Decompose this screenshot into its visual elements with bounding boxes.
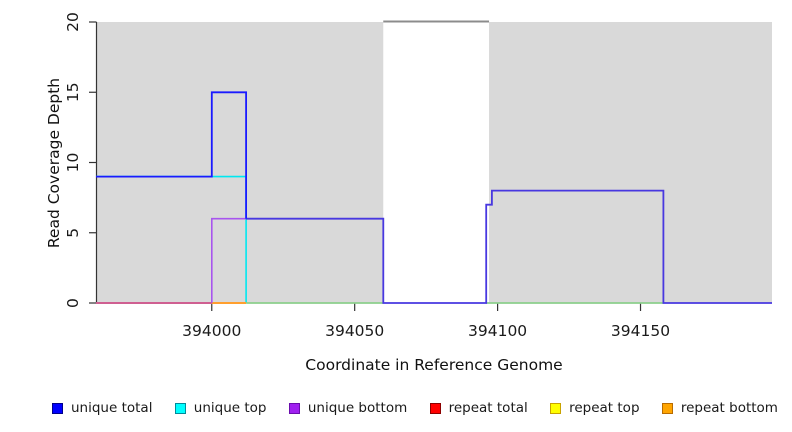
legend-item-repeat-total: repeat total (429, 400, 528, 416)
y-tick-label: 0 (64, 298, 82, 308)
y-tick-label: 5 (64, 228, 82, 238)
unique-total-swatch-icon (52, 402, 63, 414)
y-axis-title: Read Coverage Depth (45, 77, 63, 249)
plot-background-right (489, 22, 772, 303)
legend-item-unique-total: unique total (52, 400, 152, 416)
x-tick-label: 394050 (325, 322, 384, 340)
x-axis-title: Coordinate in Reference Genome (305, 356, 563, 374)
series-unique-total-high (96, 91, 248, 219)
legend-label: unique top (193, 400, 267, 416)
legend: unique total unique top unique bottom re… (52, 397, 778, 419)
plot-background-left (96, 22, 384, 303)
coverage-chart: 394000 394050 394100 394150 0 5 10 15 20 (64, 12, 772, 340)
legend-item-repeat-top: repeat top (550, 400, 640, 416)
y-tick-label: 15 (64, 82, 82, 102)
unique-top-swatch-icon (174, 402, 186, 414)
y-tick-label: 10 (64, 153, 82, 173)
legend-label: repeat total (448, 400, 528, 416)
legend-label: repeat top (569, 400, 640, 416)
series-unique-bottom-box (211, 217, 247, 303)
unique-bottom-swatch-icon (288, 402, 300, 414)
x-tick-label: 394150 (611, 322, 670, 340)
repeat-bottom-swatch-icon (661, 402, 673, 414)
x-tick-label: 394100 (468, 322, 527, 340)
y-tick-label: 20 (64, 12, 82, 32)
legend-item-repeat-bottom: repeat bottom (661, 400, 778, 416)
x-tick-label: 394000 (182, 322, 241, 340)
legend-label: unique total (71, 400, 153, 416)
series-total-bottom-overlap (246, 189, 772, 304)
legend-item-unique-bottom: unique bottom (288, 400, 408, 416)
repeat-total-swatch-icon (429, 402, 441, 414)
repeat-top-swatch-icon (550, 402, 562, 414)
legend-label: unique bottom (307, 400, 408, 416)
legend-item-unique-top: unique top (174, 400, 267, 416)
legend-label: repeat bottom (680, 400, 778, 416)
